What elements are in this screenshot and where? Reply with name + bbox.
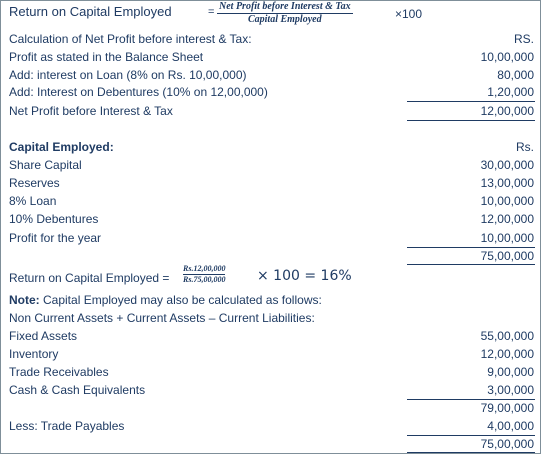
calc-heading: Calculation of Net Profit before interes… (9, 32, 252, 46)
less-label: Less: Trade Payables (9, 419, 125, 433)
alt-subtotal-amount: 79,00,000 (480, 401, 534, 415)
ce-row-label: 8% Loan (9, 194, 57, 208)
result-denominator: Rs.75,00,000 (183, 275, 226, 284)
ce-currency: Rs. (516, 140, 534, 154)
ce-row-amount: 10,00,000 (480, 231, 534, 245)
roce-multiplier: ×100 (395, 7, 423, 21)
less-amount: 4,00,000 (487, 419, 534, 433)
result-label: Return on Capital Employed = (9, 271, 170, 285)
result-numerator: Rs.12,00,000 (183, 264, 226, 273)
note-formula: Non Current Assets + Current Assets – Cu… (9, 311, 315, 325)
alt-row-amount: 9,00,000 (487, 365, 534, 379)
calc-total-amount: 12,00,000 (480, 104, 534, 118)
ce-row-amount: 10,00,000 (480, 194, 534, 208)
ce-row-label: Share Capital (9, 158, 82, 172)
ce-row-amount: 13,00,000 (480, 176, 534, 190)
alt-total-amount: 75,00,000 (480, 437, 534, 451)
fraction-bar (217, 13, 353, 14)
subtotal-rule (407, 435, 535, 436)
ce-row-amount: 30,00,000 (480, 158, 534, 172)
alt-row-label: Fixed Assets (9, 329, 78, 343)
note-label: Note: (9, 293, 40, 307)
calc-row-amount: 1,20,000 (487, 85, 534, 99)
roce-equals: = (208, 6, 215, 18)
alt-row-label: Inventory (9, 347, 59, 361)
calc-row-label: Profit as stated in the Balance Sheet (9, 50, 204, 64)
total-rule (407, 452, 535, 453)
subtotal-rule (407, 101, 535, 102)
result-fraction: Rs.12,00,000 Rs.75,00,000 (183, 264, 226, 285)
roce-denominator: Capital Employed (247, 14, 322, 25)
ce-heading: Capital Employed: (9, 140, 114, 154)
ce-row-amount: 12,00,000 (480, 212, 534, 226)
alt-row-label: Trade Receivables (9, 365, 109, 379)
calc-currency: RS. (513, 32, 534, 46)
alt-row-amount: 12,00,000 (480, 347, 534, 361)
roce-title: Return on Capital Employed (9, 4, 172, 19)
ce-row-label: Profit for the year (9, 231, 102, 245)
ce-row-label: 10% Debentures (9, 212, 99, 226)
alt-row-amount: 55,00,000 (480, 329, 534, 343)
roce-fraction: Net Profit before Interest & Tax Capital… (217, 1, 353, 26)
ce-total-amount: 75,00,000 (480, 249, 534, 263)
alt-row-amount: 3,00,000 (487, 383, 534, 397)
calc-total-label: Net Profit before Interest & Tax (9, 104, 173, 118)
subtotal-rule (407, 399, 535, 400)
note-line: Note: Capital Employed may also be calcu… (9, 292, 322, 308)
calc-row-amount: 10,00,000 (480, 50, 534, 64)
total-rule (407, 264, 535, 265)
fraction-bar (183, 274, 226, 275)
total-rule (407, 120, 535, 121)
roce-numerator: Net Profit before Interest & Tax (219, 1, 351, 12)
ce-row-label: Reserves (9, 176, 60, 190)
calc-row-amount: 80,000 (497, 68, 534, 82)
result-tail: × 100 = 16% (257, 268, 352, 284)
note-text: Capital Employed may also be calculated … (39, 293, 322, 307)
calc-row-label: Add: interest on Loan (8% on Rs. 10,00,0… (9, 68, 247, 82)
calc-row-label: Add: Interest on Debentures (10% on 12,0… (9, 85, 268, 99)
alt-row-label: Cash & Cash Equivalents (9, 383, 146, 397)
subtotal-rule (407, 247, 535, 248)
